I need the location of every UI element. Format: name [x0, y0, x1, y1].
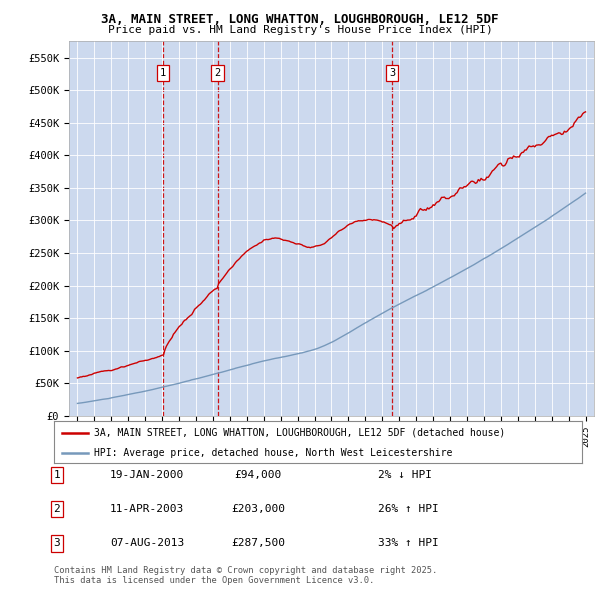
Text: HPI: Average price, detached house, North West Leicestershire: HPI: Average price, detached house, Nort…	[94, 448, 452, 457]
Text: 3: 3	[389, 68, 395, 78]
Text: 1: 1	[53, 470, 61, 480]
Text: 2: 2	[214, 68, 221, 78]
Text: £203,000: £203,000	[231, 504, 285, 514]
Text: 11-APR-2003: 11-APR-2003	[110, 504, 184, 514]
Text: 3A, MAIN STREET, LONG WHATTON, LOUGHBOROUGH, LE12 5DF (detached house): 3A, MAIN STREET, LONG WHATTON, LOUGHBORO…	[94, 428, 505, 438]
Text: £287,500: £287,500	[231, 539, 285, 548]
Text: 33% ↑ HPI: 33% ↑ HPI	[378, 539, 439, 548]
Text: 3: 3	[53, 539, 61, 548]
Text: £94,000: £94,000	[235, 470, 281, 480]
Text: 19-JAN-2000: 19-JAN-2000	[110, 470, 184, 480]
Text: 2% ↓ HPI: 2% ↓ HPI	[378, 470, 432, 480]
Text: 1: 1	[160, 68, 166, 78]
Text: Price paid vs. HM Land Registry's House Price Index (HPI): Price paid vs. HM Land Registry's House …	[107, 25, 493, 35]
Text: 26% ↑ HPI: 26% ↑ HPI	[378, 504, 439, 514]
Text: 07-AUG-2013: 07-AUG-2013	[110, 539, 184, 548]
Text: Contains HM Land Registry data © Crown copyright and database right 2025.
This d: Contains HM Land Registry data © Crown c…	[54, 566, 437, 585]
Text: 2: 2	[53, 504, 61, 514]
Text: 3A, MAIN STREET, LONG WHATTON, LOUGHBOROUGH, LE12 5DF: 3A, MAIN STREET, LONG WHATTON, LOUGHBORO…	[101, 13, 499, 26]
